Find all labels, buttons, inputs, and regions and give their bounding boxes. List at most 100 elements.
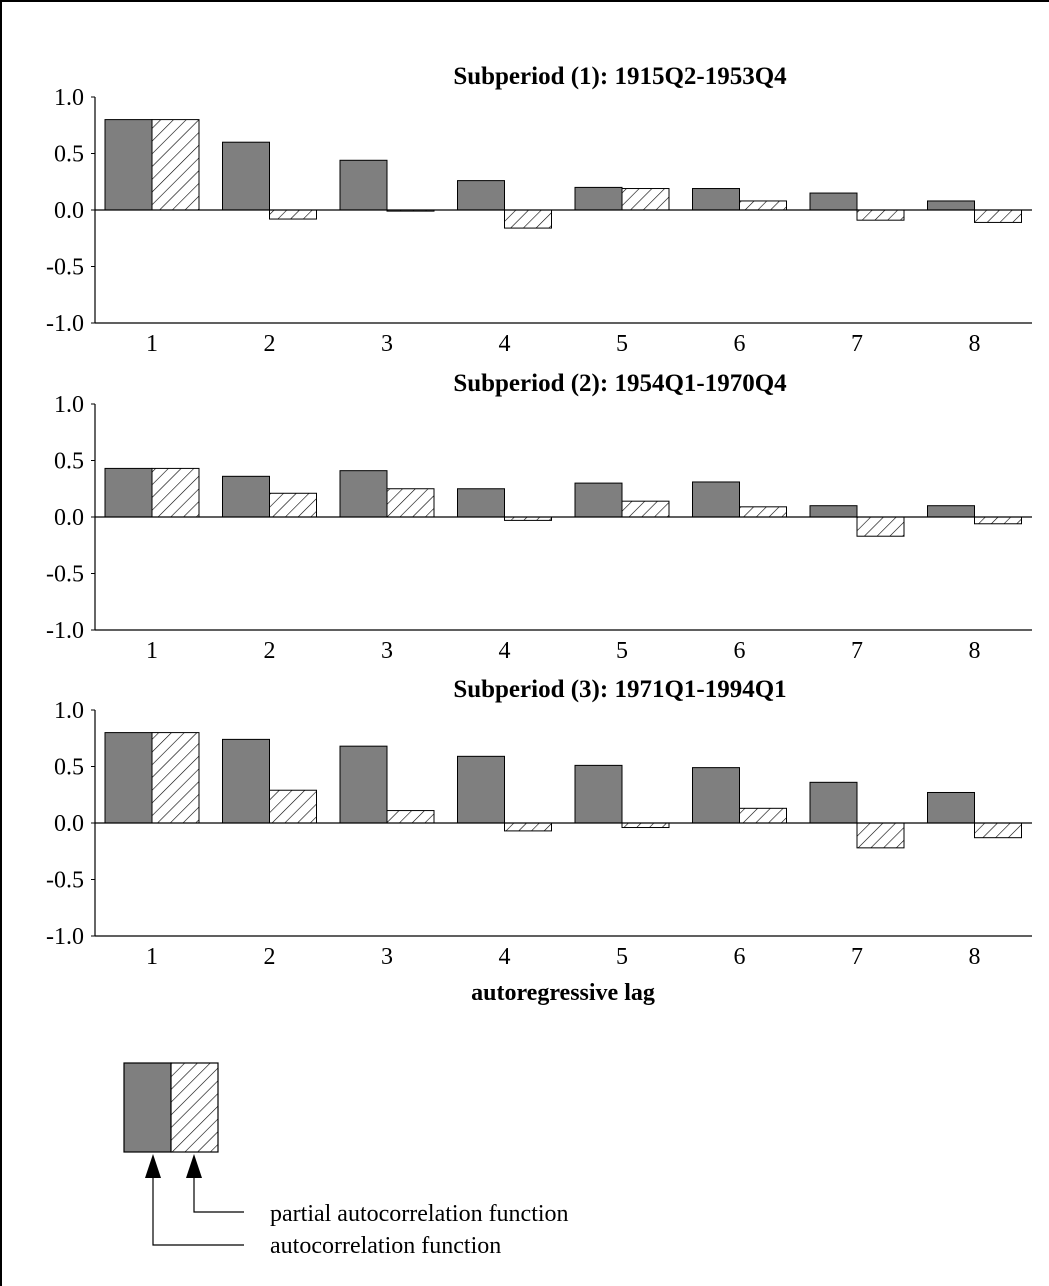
x-tick-label: 5	[616, 331, 628, 357]
y-tick-label: 0.0	[54, 198, 84, 224]
acf-bar	[339, 745, 388, 824]
x-tick-label: 7	[851, 638, 863, 664]
pacf-bar	[621, 188, 670, 211]
acf-bar	[809, 505, 858, 518]
acf-bar	[457, 180, 505, 211]
x-tick-label: 8	[969, 944, 981, 970]
pacf-bar	[739, 200, 787, 211]
legend-pacf-leader-line	[193, 1178, 244, 1213]
x-tick-label: 4	[499, 944, 511, 970]
pacf-bar	[974, 822, 1022, 839]
x-axis-label: autoregressive lag	[471, 980, 655, 1006]
acf-bar	[809, 192, 858, 211]
acf-bar	[574, 482, 623, 518]
legend-acf-label: autocorrelation function	[270, 1233, 501, 1259]
x-tick-label: 3	[381, 944, 393, 970]
panel-1-title: Subperiod (1): 1915Q2-1953Q4	[453, 63, 787, 90]
legend-acf-leader-line	[152, 1178, 244, 1246]
pacf-bar	[151, 467, 200, 518]
acf-bar	[339, 470, 388, 518]
acf-bar	[104, 467, 153, 518]
acf-bar	[692, 767, 740, 824]
pacf-bar	[621, 500, 670, 518]
x-tick-label: 1	[146, 638, 158, 664]
y-tick-label: 0.0	[54, 505, 84, 531]
pacf-bar	[504, 822, 552, 832]
legend-pacf-label: partial autocorrelation function	[270, 1201, 569, 1227]
x-tick-label: 2	[264, 638, 276, 664]
x-tick-label: 6	[734, 944, 746, 970]
x-tick-label: 8	[969, 638, 981, 664]
acf-bar	[222, 141, 270, 211]
pacf-bar	[739, 807, 787, 824]
y-tick-label: 0.5	[54, 142, 84, 168]
acf-bar	[574, 186, 623, 211]
acf-bar	[692, 481, 740, 518]
acf-bar	[574, 764, 623, 824]
pacf-bar	[269, 789, 317, 824]
y-tick-label: 0.5	[54, 755, 84, 781]
y-tick-label: -0.5	[46, 255, 84, 281]
x-tick-label: 1	[146, 331, 158, 357]
x-tick-label: 2	[264, 944, 276, 970]
legend-pacf-arrowhead	[186, 1154, 202, 1178]
x-tick-label: 7	[851, 944, 863, 970]
pacf-bar	[856, 822, 905, 849]
x-tick-label: 6	[734, 638, 746, 664]
x-tick-label: 8	[969, 331, 981, 357]
acf-bar	[457, 488, 505, 518]
pacf-bar	[151, 119, 200, 211]
y-tick-label: -1.0	[46, 311, 84, 337]
y-tick-label: -1.0	[46, 924, 84, 950]
chart-panels: Subperiod (1): 1915Q2-1953Q4 1.0 0.5 0.0 -0.…	[46, 63, 1032, 970]
y-tick-label: -1.0	[46, 618, 84, 644]
acf-bar	[222, 475, 270, 518]
y-tick-label: 0.0	[54, 811, 84, 837]
pacf-bar	[386, 488, 435, 518]
x-tick-label: 1	[146, 944, 158, 970]
legend-pacf-swatch	[170, 1062, 219, 1153]
pacf-bar	[269, 209, 317, 220]
acf-bar	[222, 738, 270, 824]
x-tick-label: 2	[264, 331, 276, 357]
acf-bar	[104, 119, 153, 211]
x-tick-label: 5	[616, 944, 628, 970]
y-tick-label: 1.0	[54, 392, 84, 418]
pacf-bar	[974, 516, 1022, 525]
panel-2: Subperiod (2): 1954Q1-1970Q4 1.0 0.5 0.0 -0.…	[46, 370, 1032, 664]
acf-bar	[339, 159, 388, 211]
acf-bar	[927, 791, 975, 824]
x-tick-label: 3	[381, 638, 393, 664]
acf-bar	[104, 732, 153, 824]
y-tick-label: -0.5	[46, 868, 84, 894]
pacf-bar	[621, 822, 670, 829]
pacf-bar	[856, 516, 905, 537]
acf-bar	[809, 781, 858, 824]
y-tick-label: 1.0	[54, 85, 84, 111]
panel-1: Subperiod (1): 1915Q2-1953Q4 1.0 0.5 0.0 -0.…	[46, 63, 1032, 357]
pacf-bar	[974, 209, 1022, 223]
x-tick-label: 4	[499, 331, 511, 357]
y-tick-label: 0.5	[54, 449, 84, 475]
x-tick-label: 3	[381, 331, 393, 357]
x-tick-label: 5	[616, 638, 628, 664]
x-tick-label: 6	[734, 331, 746, 357]
legend-acf-arrowhead	[145, 1154, 161, 1178]
legend-acf-swatch	[123, 1062, 172, 1153]
pacf-bar	[739, 506, 787, 518]
y-tick-label: 1.0	[54, 698, 84, 724]
acf-bar	[457, 755, 505, 824]
panel-3-title: Subperiod (3): 1971Q1-1994Q1	[453, 676, 786, 703]
legend: partial autocorrelation function autocor…	[123, 1062, 569, 1259]
panel-3: Subperiod (3): 1971Q1-1994Q1 1.0 0.5 0.0 -0.…	[46, 676, 1032, 970]
pacf-bar	[386, 810, 435, 824]
panel-2-title: Subperiod (2): 1954Q1-1970Q4	[453, 370, 787, 397]
pacf-bar	[151, 732, 200, 824]
pacf-bar	[269, 492, 317, 518]
acf-bar	[692, 188, 740, 211]
pacf-bar	[504, 209, 552, 229]
acf-bar	[927, 505, 975, 518]
x-tick-label: 4	[499, 638, 511, 664]
pacf-bar	[856, 209, 905, 221]
